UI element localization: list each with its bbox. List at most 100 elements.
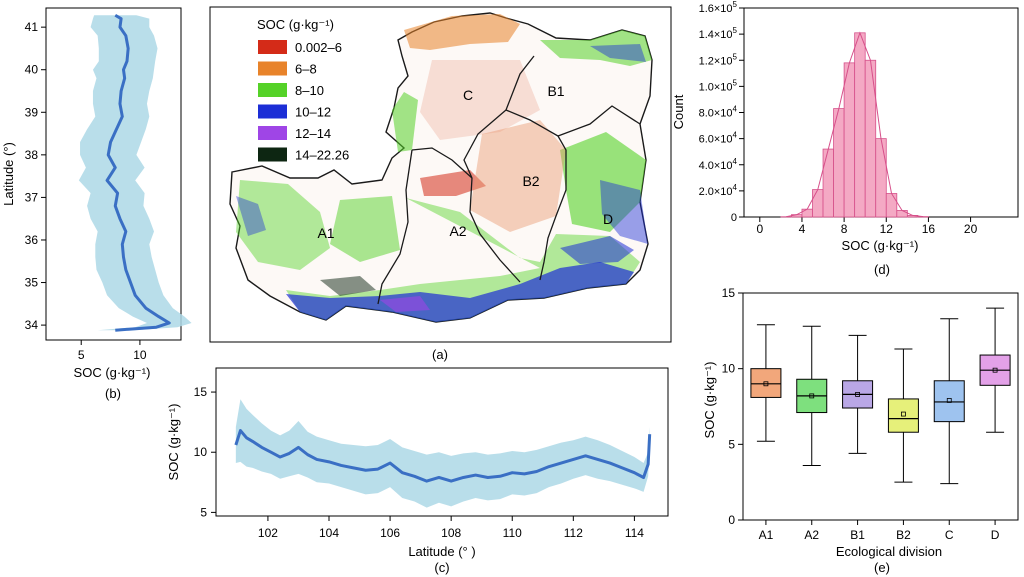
panel-c-label: (c) — [434, 560, 449, 575]
panel-e-frame — [742, 292, 1019, 521]
panel-d-fit-curve — [786, 31, 924, 218]
panel-b-ylabel: Latitude (°) — [1, 142, 16, 206]
panel-c-ytick-label: 5 — [200, 505, 207, 519]
panel-b-xtick-label: 5 — [78, 348, 85, 362]
panel-d-ytick-mantissa: 1.6×10 — [699, 3, 733, 15]
panel-b-range-band — [78, 15, 192, 331]
box-mean-marker — [901, 411, 906, 417]
panel-c-mean-line — [234, 429, 652, 483]
region-label-b2: B2 — [522, 173, 539, 189]
box-mean-marker — [992, 367, 998, 373]
histogram-bar — [885, 193, 898, 218]
boundary-b2-a2 — [469, 177, 521, 283]
panel-c-xtick-label: 106 — [380, 526, 400, 540]
panel-a-label: (a) — [432, 347, 448, 362]
panel-b-latitude-profile: 5 10 34 35 36 37 38 39 40 41 SOC (g·kg⁻¹) Latitud… — [1, 7, 192, 401]
panel-b-xtick-label: 10 — [133, 348, 147, 362]
panel-d-ytick-exponent: 4 — [733, 105, 738, 114]
panel-d-xtick-label: 16 — [922, 222, 936, 236]
panel-d-xtick-label: 4 — [799, 222, 806, 236]
box-mean-marker — [809, 393, 815, 399]
panel-c-range-band — [235, 399, 650, 508]
patch-east-blue — [600, 180, 648, 244]
panel-c-ytick-label: 10 — [194, 445, 208, 459]
patch-east-green — [560, 132, 646, 232]
patch-north-orange — [404, 14, 520, 50]
histogram-bar — [833, 108, 845, 218]
patch-northeast-green — [540, 30, 652, 66]
region-label-b1: B1 — [547, 83, 564, 99]
boundary-a1-a2 — [377, 149, 413, 305]
legend-title: SOC (g·kg⁻¹) — [257, 17, 334, 32]
panel-d-ytick-label: 4.0×104 — [699, 157, 738, 172]
panel-b-ytick-label: 37 — [25, 190, 39, 204]
panel-d-xtick-label: 12 — [880, 222, 894, 236]
panel-b-ytick-label: 36 — [25, 233, 39, 247]
panel-b-ytick-label: 41 — [25, 20, 39, 34]
panel-d-label: (d) — [874, 262, 890, 277]
histogram-bar — [812, 189, 824, 218]
division-boundaries — [377, 55, 641, 305]
panel-d-ytick-label: 8.0×104 — [699, 105, 738, 120]
panel-d-ytick-label: 6.0×104 — [699, 131, 738, 146]
panel-d-ytick-exponent: 5 — [733, 78, 738, 87]
box-iqr — [750, 368, 782, 398]
panel-d-ytick-label: 1.6×105 — [699, 0, 738, 15]
panel-a-soc-map: C B1 B2 A2 A1 D SOC (g·kg⁻¹) 0.002–6 6–8 8… — [209, 6, 672, 362]
panel-d-xtick-label: 8 — [841, 222, 848, 236]
boundary-b2-d — [505, 109, 567, 281]
patch-a1-center-green — [330, 196, 400, 262]
box-iqr — [887, 398, 919, 433]
panel-b-ytick-label: 38 — [25, 148, 39, 162]
panel-b-label: (b) — [105, 386, 121, 401]
panel-d-ytick-exponent: 4 — [733, 183, 738, 192]
region-label-a2: A2 — [449, 223, 466, 239]
histogram-bar — [843, 62, 856, 218]
histogram-bar — [896, 210, 908, 218]
panel-b-ytick-label: 40 — [25, 63, 39, 77]
patch-west-green — [392, 92, 418, 152]
legend-label: 8–10 — [295, 83, 324, 98]
region-label-d: D — [603, 211, 613, 227]
panel-e-xtick-label: C — [945, 528, 954, 542]
histogram-bar — [875, 138, 887, 218]
histogram-bar — [801, 208, 813, 218]
panel-e-xtick-label: A1 — [759, 528, 774, 542]
patch-south-dark — [320, 276, 376, 296]
panel-e-xtick-label: B1 — [850, 528, 865, 542]
panel-d-ytick-exponent: 5 — [733, 0, 738, 9]
region-label-c: C — [463, 87, 473, 103]
panel-e-xtick-label: D — [991, 528, 1000, 542]
panel-d-ytick-mantissa: 6.0×10 — [699, 134, 733, 146]
panel-c-ytick-label: 15 — [194, 385, 208, 399]
panel-d-ytick-exponent: 4 — [733, 157, 738, 166]
panel-e-label: (e) — [874, 560, 890, 575]
panel-a-frame — [209, 6, 672, 343]
histogram-bar — [822, 148, 834, 218]
panel-d-ytick-label: 0 — [731, 212, 737, 224]
panel-c-xtick-label: 102 — [258, 526, 278, 540]
panel-c-xtick-label: 104 — [319, 526, 339, 540]
panel-c-xtick-label: 108 — [441, 526, 461, 540]
panel-e-ytick-label: 10 — [722, 362, 736, 376]
panel-d-ytick-mantissa: 2.0×10 — [699, 186, 733, 198]
panel-b-ytick-label: 39 — [25, 105, 39, 119]
boundary-c-b — [463, 55, 535, 179]
panel-e-xtick-label: A2 — [804, 528, 819, 542]
legend-swatch — [258, 40, 287, 54]
legend-label: 10–12 — [295, 105, 331, 120]
boundary-b1-d — [557, 105, 641, 137]
panel-b-ytick-label: 34 — [25, 318, 39, 332]
panel-d-ytick-label: 1.4×105 — [699, 26, 738, 41]
panel-d-ylabel: Count — [671, 94, 686, 129]
patch-south-blue — [286, 262, 634, 322]
panel-e-xtick-label: B2 — [896, 528, 911, 542]
legend-label: 12–14 — [295, 126, 331, 141]
panel-b-mean-line — [105, 13, 171, 332]
boundary-c-a2 — [411, 147, 473, 179]
region-label-a1: A1 — [317, 225, 334, 241]
panel-c-longitude-profile: 102 104 106 108 110 112 114 5 10 15 Latitude (° )… — [166, 367, 669, 575]
panel-c-ylabel: SOC (g·kg⁻¹) — [166, 404, 181, 481]
patch-b2-orange — [470, 120, 566, 232]
